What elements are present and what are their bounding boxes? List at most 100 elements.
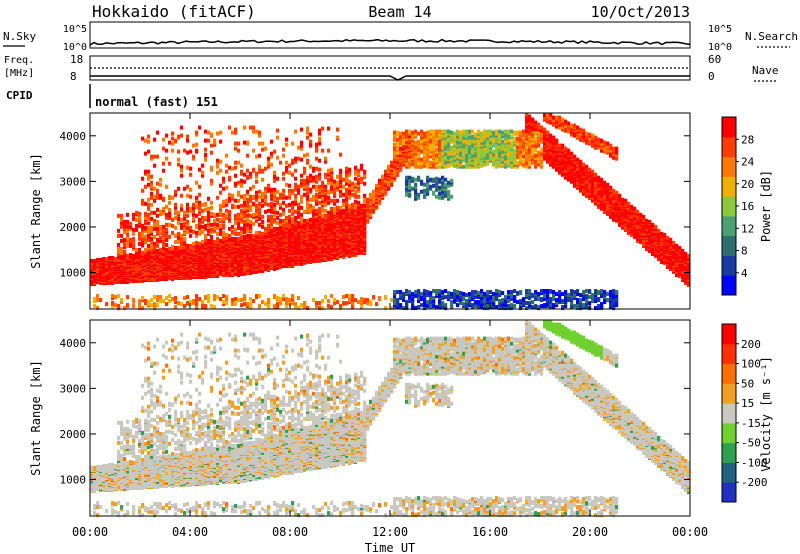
power-cell: [231, 166, 235, 171]
power-cell: [267, 229, 271, 234]
power-cell: [183, 221, 187, 226]
power-cell: [177, 301, 181, 306]
power-cell: [246, 168, 250, 173]
power-cell: [198, 229, 202, 234]
power-cell: [171, 244, 175, 249]
power-cell: [411, 186, 415, 191]
power-cell: [144, 218, 148, 223]
power-cell: [204, 223, 208, 228]
power-cell: [339, 304, 343, 309]
power-cell: [309, 251, 313, 256]
power-cell: [234, 268, 238, 273]
power-cell: [288, 252, 292, 257]
power-cell: [138, 213, 142, 218]
power-cell: [156, 237, 160, 242]
power-cell: [159, 177, 163, 182]
power-cell: [123, 242, 127, 247]
power-cell: [156, 188, 160, 193]
power-cell: [168, 161, 172, 166]
power-cell: [345, 166, 349, 171]
power-cell: [315, 148, 319, 153]
power-cell: [141, 250, 145, 255]
power-cell: [123, 255, 127, 260]
power-cell: [348, 179, 352, 184]
power-cell: [174, 209, 178, 214]
power-cell: [222, 302, 226, 307]
power-cell: [222, 212, 226, 217]
power-cell: [330, 174, 334, 179]
power-cell: [306, 208, 310, 213]
power-cell: [375, 302, 379, 307]
power-cell: [267, 223, 271, 228]
power-cell: [291, 208, 295, 213]
power-cell: [144, 171, 148, 176]
power-cell: [174, 239, 178, 244]
power-cell: [219, 231, 223, 236]
power-cell: [312, 184, 316, 189]
power-cell: [192, 212, 196, 217]
power-cell: [279, 301, 283, 306]
power-cell: [150, 225, 154, 230]
power-cell: [261, 219, 265, 224]
power-cell: [240, 194, 244, 199]
power-cell: [264, 209, 268, 214]
power-cell: [138, 216, 142, 221]
power-cell: [426, 304, 430, 309]
power-cell: [159, 270, 163, 275]
power-cell: [312, 214, 316, 219]
power-cell: [234, 227, 238, 232]
power-cell: [324, 187, 328, 192]
power-cell: [201, 249, 205, 254]
power-cell: [426, 300, 430, 305]
power-cell: [282, 171, 286, 176]
power-cell: [327, 200, 331, 205]
power-cell: [234, 220, 238, 225]
power-cell: [183, 230, 187, 235]
power-cell: [285, 165, 289, 170]
power-cell: [150, 210, 154, 215]
power-cell: [276, 200, 280, 205]
power-cell: [384, 169, 388, 174]
power-cell: [390, 160, 394, 165]
power-cell: [294, 156, 298, 161]
power-cell: [315, 142, 319, 147]
power-cell: [231, 236, 235, 241]
power-cell: [165, 268, 169, 273]
power-cell: [402, 131, 406, 136]
power-cell: [150, 231, 154, 236]
power-cell: [408, 299, 412, 304]
power-cell: [234, 270, 238, 275]
power-cell: [213, 212, 217, 217]
power-cell: [186, 219, 190, 224]
power-cell: [201, 300, 205, 305]
power-cell: [246, 202, 250, 207]
power-cell: [162, 161, 166, 166]
power-cell: [186, 184, 190, 189]
power-cell: [252, 268, 256, 273]
power-cell: [417, 192, 421, 197]
power-cell: [315, 240, 319, 245]
power-cell: [162, 238, 166, 243]
power-cell: [171, 217, 175, 222]
power-cell: [132, 243, 136, 248]
power-cell: [141, 229, 145, 234]
power-cell: [201, 229, 205, 234]
power-cell: [342, 202, 346, 207]
power-cell: [132, 212, 136, 217]
power-cell: [363, 199, 367, 204]
power-cell: [174, 138, 178, 143]
power-cell: [237, 250, 241, 255]
power-cell: [372, 189, 376, 194]
power-cell: [195, 142, 199, 147]
power-cell: [180, 164, 184, 169]
power-cell: [165, 222, 169, 227]
power-cell: [180, 222, 184, 227]
power-cell: [273, 209, 277, 214]
power-cell: [165, 227, 169, 232]
power-cell: [153, 302, 157, 307]
power-cell: [174, 262, 178, 267]
power-cell: [144, 299, 148, 304]
power-cell: [336, 205, 340, 210]
power-cell: [234, 231, 238, 236]
power-cell: [150, 180, 154, 185]
